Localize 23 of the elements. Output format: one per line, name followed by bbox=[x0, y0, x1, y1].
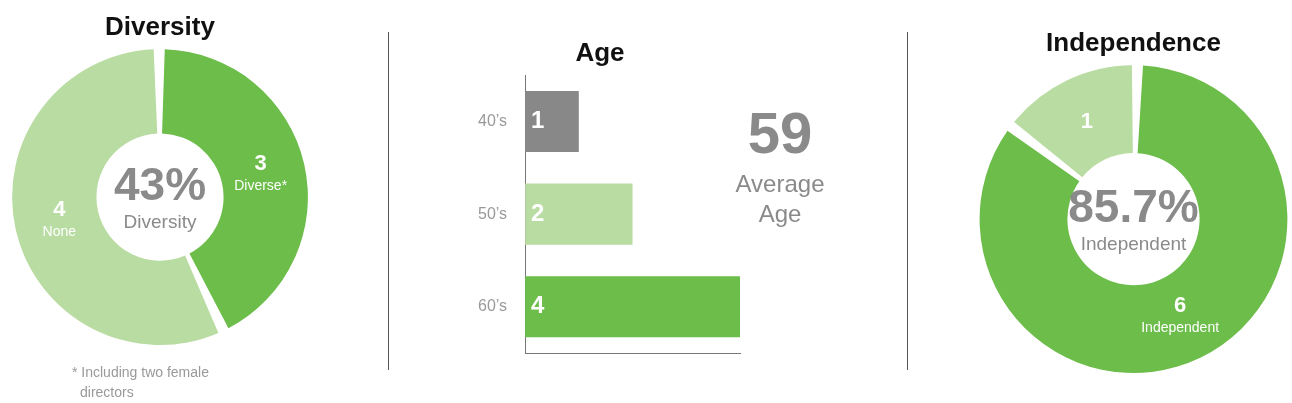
chart-title: Age bbox=[575, 36, 625, 67]
data-label: 4 bbox=[53, 196, 67, 222]
data-label: 1 bbox=[1080, 108, 1093, 134]
slice-label: Diverse* bbox=[234, 176, 288, 193]
y-tick-label: 50’s bbox=[478, 204, 508, 222]
text: 59 bbox=[747, 100, 813, 166]
text: Independent bbox=[1080, 233, 1188, 255]
data-label: 3 bbox=[254, 150, 267, 176]
data-label: 6 bbox=[1174, 292, 1187, 318]
data-label: 2 bbox=[531, 198, 545, 226]
text: * Including two female directors bbox=[72, 363, 210, 400]
chart-title: Independence bbox=[1046, 26, 1221, 57]
slice-label: None bbox=[42, 222, 77, 239]
text: Diversity bbox=[123, 211, 197, 233]
text: 43% bbox=[113, 157, 207, 210]
chart-title: Diversity bbox=[105, 10, 216, 41]
data-label: 1 bbox=[531, 106, 545, 134]
text: 85.7% bbox=[1068, 179, 1199, 232]
slice-label: Independent bbox=[1141, 318, 1220, 335]
y-tick-label: 60’s bbox=[478, 297, 508, 315]
y-tick-label: 40’s bbox=[478, 111, 508, 129]
annotation: Average Age bbox=[735, 169, 825, 227]
data-label: 4 bbox=[531, 291, 546, 319]
